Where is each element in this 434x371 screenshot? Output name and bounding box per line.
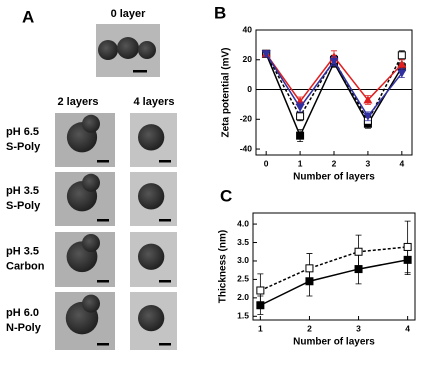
row-label: S-Poly [6,200,41,212]
particle [137,124,165,151]
x-tick-label: 4 [399,158,404,168]
y-tick-label: 40 [243,24,253,34]
scale-bar [159,343,171,346]
y-tick-label: 2.0 [237,292,249,302]
particle [82,173,100,192]
x-tick-label: 3 [366,158,371,168]
row-label: pH 3.5 [6,185,39,197]
micrograph [55,292,115,350]
marker [329,57,339,66]
column-label: 2 layers [58,96,99,108]
row-label: N-Poly [6,322,42,334]
marker [363,112,373,121]
y-tick-label: 1.5 [237,311,249,321]
particle [137,304,165,332]
particle [137,183,165,210]
marker [305,264,314,273]
column-label: 4 layers [134,96,175,108]
marker [295,103,305,112]
panel-letter: C [220,186,232,205]
panel-a: A 0 layer 2 layers 4 layers pH 6.5 S-Poly… [6,7,177,350]
particle [82,114,100,133]
series-line [260,259,408,306]
y-axis-label: Thickness (nm) [218,230,229,303]
x-axis-label: Number of layers [293,172,375,183]
row-label: pH 6.0 [6,307,39,319]
row-label: Carbon [6,260,45,272]
plot-frame [255,29,413,156]
scale-bar [97,343,109,346]
micrograph [130,113,177,167]
marker [256,286,265,295]
marker [397,69,407,78]
micrograph [55,172,115,226]
scale-bar [97,219,109,222]
scale-bar [159,219,171,222]
x-tick-label: 1 [298,158,303,168]
series-line [260,246,408,292]
panel-letter: B [214,3,226,22]
micrograph [55,113,115,167]
x-axis-label: Number of layers [293,337,375,348]
scale-bar [159,160,171,163]
top-label: 0 layer [111,8,147,20]
y-tick-label: 4.0 [237,218,249,228]
x-tick-label: 1 [258,323,263,333]
row-label: pH 3.5 [6,245,39,257]
y-tick-label: -40 [240,143,253,153]
y-tick-label: 0 [247,84,252,94]
x-tick-label: 3 [356,323,361,333]
x-tick-label: 4 [405,323,410,333]
y-tick-label: 3.0 [237,255,249,265]
micrograph [55,232,115,287]
chart: B -40 -20 0 20 40 0 1 2 3 4 Number of layers Zeta po… [214,3,413,183]
row-label: S-Poly [6,141,41,153]
marker [397,59,407,68]
micrograph [96,24,160,77]
y-tick-label: 3.5 [237,237,249,247]
marker [354,247,363,256]
y-tick-label: 2.5 [237,274,249,284]
panel-letter: A [22,7,34,26]
micrograph [130,232,177,287]
row-label: pH 6.5 [6,126,39,138]
y-tick-label: -20 [240,114,253,124]
particle [82,234,100,252]
micrograph [130,172,177,226]
particle [137,243,165,270]
marker [296,112,305,121]
marker [397,51,406,60]
marker [296,131,305,140]
y-tick-label: 20 [243,54,253,64]
x-tick-label: 2 [307,323,312,333]
scale-bar [159,280,171,283]
marker [261,50,271,59]
x-tick-label: 0 [264,158,269,168]
marker [403,242,412,251]
marker [363,95,373,104]
scale-bar [97,160,109,163]
plot-frame [252,212,416,321]
scale-bar [97,280,109,283]
particle [82,294,100,313]
chart: C 1.5 2.0 2.5 3.0 3.5 4.0 1 2 3 4 Number of layers T… [218,186,416,348]
micrograph [130,292,177,350]
y-axis-label: Zeta potential (mV) [221,47,232,137]
x-tick-label: 2 [332,158,337,168]
